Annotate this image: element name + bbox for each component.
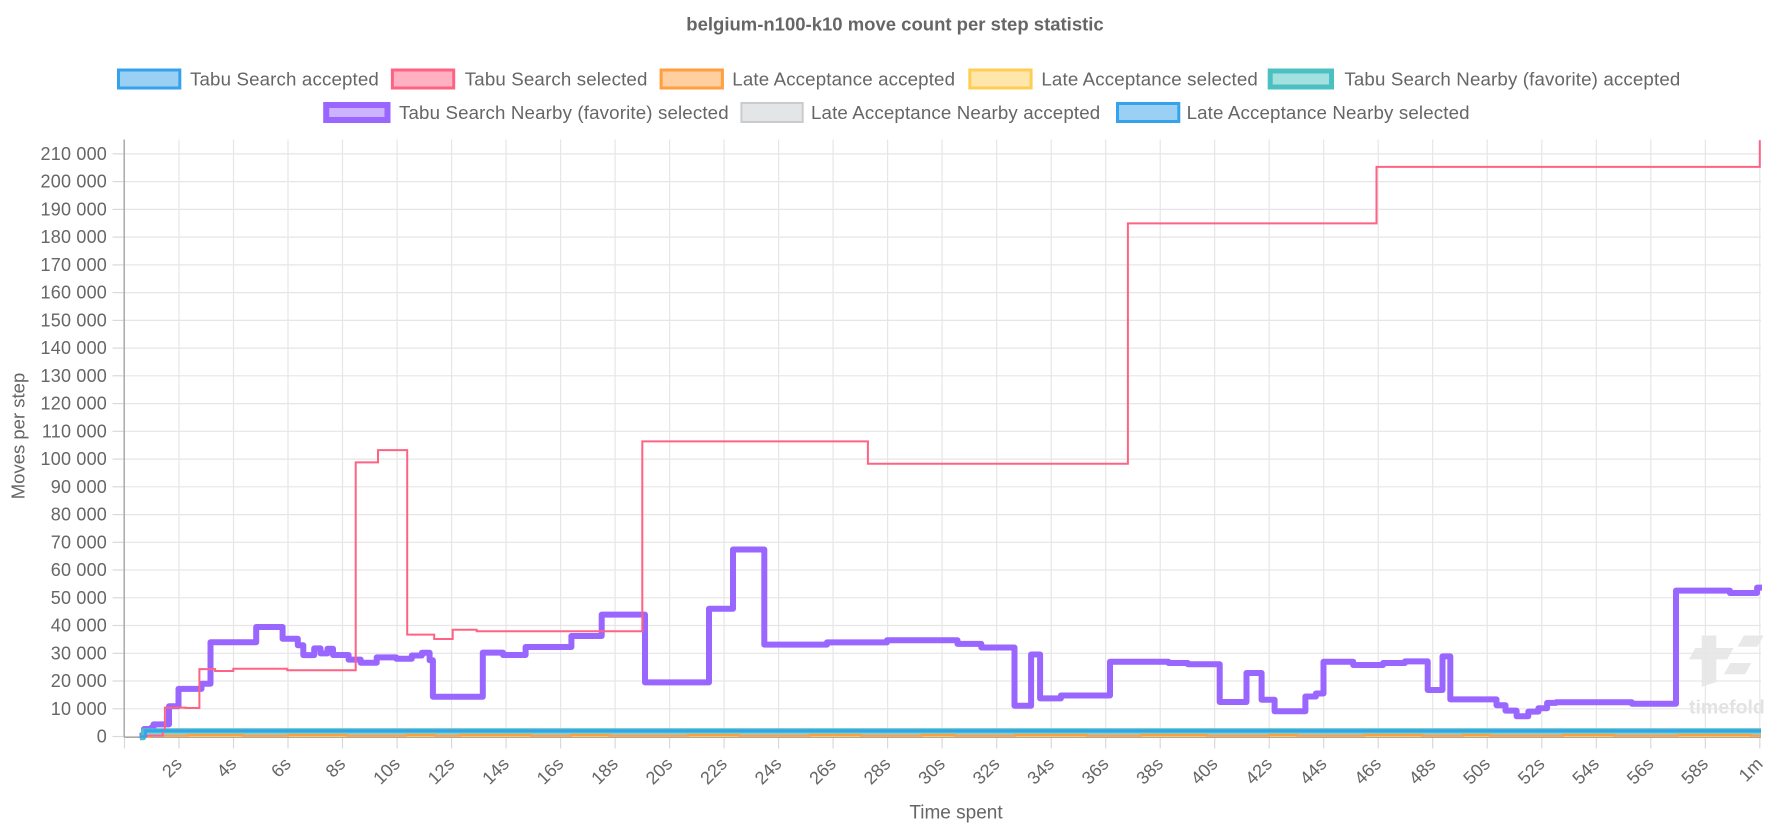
svg-text:210 000: 210 000 xyxy=(41,144,107,164)
svg-text:160 000: 160 000 xyxy=(41,283,107,303)
svg-text:Tabu Search Nearby (favorite): Tabu Search Nearby (favorite) accepted xyxy=(1344,69,1680,90)
svg-text:130 000: 130 000 xyxy=(41,366,107,386)
svg-text:180 000: 180 000 xyxy=(41,227,107,247)
svg-text:Late Acceptance Nearby accepte: Late Acceptance Nearby accepted xyxy=(811,102,1100,123)
svg-text:30 000: 30 000 xyxy=(51,643,107,663)
svg-text:Late Acceptance accepted: Late Acceptance accepted xyxy=(732,69,955,90)
svg-text:40 000: 40 000 xyxy=(51,616,107,636)
svg-text:140 000: 140 000 xyxy=(41,338,107,358)
svg-text:60 000: 60 000 xyxy=(51,560,107,580)
svg-text:80 000: 80 000 xyxy=(51,505,107,525)
svg-text:190 000: 190 000 xyxy=(41,199,107,219)
svg-text:Tabu Search Nearby (favorite): Tabu Search Nearby (favorite) selected xyxy=(399,102,729,123)
svg-text:70 000: 70 000 xyxy=(51,532,107,552)
svg-text:50 000: 50 000 xyxy=(51,588,107,608)
svg-text:150 000: 150 000 xyxy=(41,310,107,330)
svg-text:timefold: timefold xyxy=(1689,697,1765,719)
svg-text:10 000: 10 000 xyxy=(51,699,107,719)
svg-text:Late Acceptance selected: Late Acceptance selected xyxy=(1041,69,1258,90)
svg-text:Tabu Search accepted: Tabu Search accepted xyxy=(190,69,379,90)
svg-text:Late Acceptance Nearby selecte: Late Acceptance Nearby selected xyxy=(1187,102,1470,123)
svg-text:120 000: 120 000 xyxy=(41,394,107,414)
svg-text:Moves per step: Moves per step xyxy=(8,373,29,499)
svg-text:belgium-n100-k10 move count pe: belgium-n100-k10 move count per step sta… xyxy=(686,14,1103,35)
svg-text:0: 0 xyxy=(97,727,107,747)
svg-text:Tabu Search selected: Tabu Search selected xyxy=(465,69,648,90)
svg-text:100 000: 100 000 xyxy=(41,449,107,469)
svg-text:Time spent: Time spent xyxy=(909,803,1003,824)
svg-text:170 000: 170 000 xyxy=(41,255,107,275)
svg-text:110 000: 110 000 xyxy=(42,421,107,441)
svg-text:200 000: 200 000 xyxy=(41,172,107,192)
svg-text:90 000: 90 000 xyxy=(51,477,107,497)
svg-text:20 000: 20 000 xyxy=(51,671,107,691)
